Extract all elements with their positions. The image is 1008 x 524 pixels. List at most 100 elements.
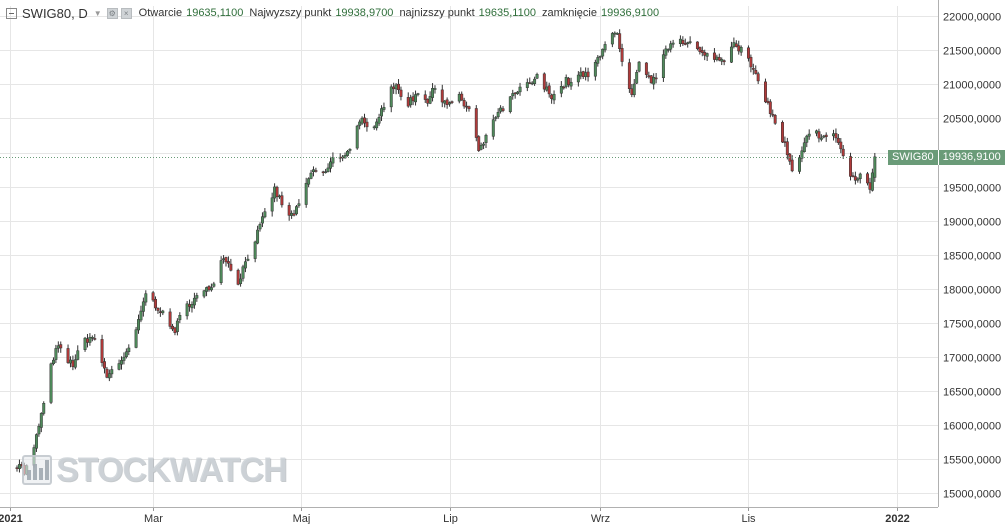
candle-body xyxy=(601,48,605,57)
candle-body xyxy=(411,96,415,102)
candle-body xyxy=(764,81,767,103)
x-tick-label: 2022 xyxy=(885,513,909,524)
candle-body xyxy=(134,329,138,348)
candle-body xyxy=(137,319,140,331)
candle-body xyxy=(212,283,216,287)
candle-body xyxy=(798,157,801,172)
settings-icon[interactable]: ⚙ xyxy=(106,7,118,19)
candle-body xyxy=(550,94,554,99)
candle-body xyxy=(382,107,386,110)
candle-body xyxy=(277,195,281,198)
symbol-title[interactable]: SWIG80, D xyxy=(22,5,88,21)
candle-body xyxy=(868,182,872,190)
candle-body xyxy=(620,48,624,62)
candle-body xyxy=(851,175,855,177)
badge-symbol: SWIG80 xyxy=(888,150,938,165)
candle-body xyxy=(66,348,70,363)
candle-body xyxy=(440,89,444,103)
candle-body xyxy=(226,261,230,264)
candle-body xyxy=(647,75,651,78)
candle-body xyxy=(51,359,55,365)
candle-body xyxy=(545,86,549,91)
candle-body xyxy=(528,82,532,84)
low-label: najnizszy punkt xyxy=(399,7,475,19)
candle-body xyxy=(630,88,634,95)
candle-body xyxy=(139,310,143,321)
candle-body xyxy=(586,71,590,78)
candle-body xyxy=(433,88,437,90)
candle-body xyxy=(71,360,75,367)
collapse-icon[interactable] xyxy=(6,7,17,19)
candle-body xyxy=(246,258,250,261)
candle-body xyxy=(222,258,226,260)
candle-body xyxy=(275,186,279,198)
candle-body xyxy=(771,113,775,116)
y-tick-label: 22000,0000 xyxy=(943,12,1001,24)
candle-body xyxy=(649,75,653,84)
chevron-down-icon[interactable]: ▼ xyxy=(93,8,102,18)
candle-body xyxy=(414,94,418,103)
candle-body xyxy=(365,121,369,128)
candle-body xyxy=(389,86,393,108)
candle-body xyxy=(805,135,809,143)
candle-body xyxy=(720,59,724,62)
candle-body xyxy=(832,133,835,137)
candle-body xyxy=(239,278,243,284)
candle-body xyxy=(666,49,670,51)
candle-body xyxy=(195,295,199,299)
candle-body xyxy=(593,62,597,77)
candle-body xyxy=(516,91,520,94)
candle-body xyxy=(93,338,97,340)
candle-body xyxy=(683,43,687,45)
candle-body xyxy=(513,92,517,95)
candle-body xyxy=(729,46,733,63)
close-icon[interactable]: × xyxy=(120,7,132,19)
candle-body xyxy=(443,100,447,104)
candle-body xyxy=(348,148,352,151)
candle-body xyxy=(654,77,658,80)
candle-body xyxy=(567,78,571,86)
candle-body xyxy=(698,47,702,52)
candle-body xyxy=(462,100,466,107)
candle-body xyxy=(499,107,503,112)
candle-body xyxy=(717,57,721,61)
candle-body xyxy=(637,61,641,72)
candle-body xyxy=(416,93,420,95)
candle-body xyxy=(253,241,257,259)
candle-body xyxy=(781,122,784,143)
candle-body xyxy=(59,344,63,349)
candle-body xyxy=(377,117,381,124)
candle-body xyxy=(205,287,209,292)
candle-body xyxy=(618,33,622,49)
bar-chart-icon xyxy=(22,455,52,485)
candle-body xyxy=(703,52,707,56)
candle-body xyxy=(358,121,362,126)
candle-body xyxy=(399,89,403,97)
y-tick-label: 21500,0000 xyxy=(943,46,1001,58)
y-tick-label: 21000,0000 xyxy=(943,80,1001,92)
candle-body xyxy=(482,143,486,146)
candle-body xyxy=(834,133,838,139)
candle-body xyxy=(185,303,189,317)
y-tick-label: 18000,0000 xyxy=(943,285,1001,297)
candle-body xyxy=(54,348,58,360)
candle-body xyxy=(86,338,89,343)
candle-body xyxy=(688,41,692,43)
candle-body xyxy=(815,130,818,134)
candle-body xyxy=(127,347,131,353)
candle-body xyxy=(822,135,826,138)
close-label: zamknięcie xyxy=(541,7,597,19)
candle-body xyxy=(596,57,600,64)
candle-body xyxy=(445,99,449,105)
candle-body xyxy=(722,60,726,63)
candle-body xyxy=(270,197,274,212)
candle-body xyxy=(290,212,294,216)
x-tick-label: 2021 xyxy=(0,513,23,524)
candle-body xyxy=(474,108,478,138)
candle-body xyxy=(431,88,435,98)
candle-body xyxy=(542,73,546,90)
candle-body xyxy=(754,70,758,74)
candle-body xyxy=(372,126,376,129)
